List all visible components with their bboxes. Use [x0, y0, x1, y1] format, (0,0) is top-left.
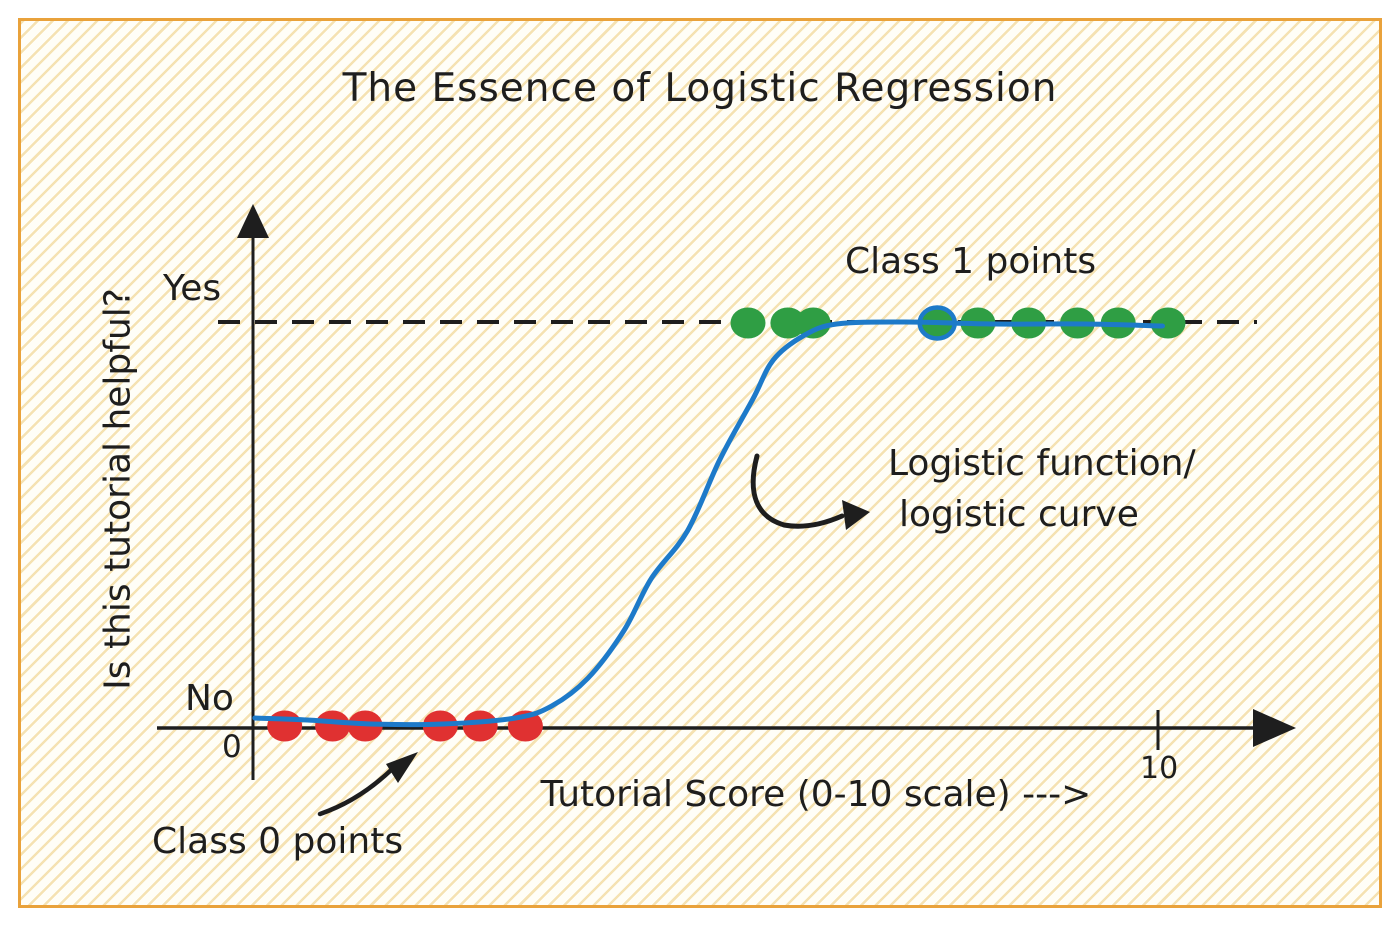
- class1-dot: [1150, 307, 1186, 339]
- ten-tick-label: 10: [1140, 751, 1179, 786]
- class0-arrowhead-icon: [386, 752, 418, 783]
- class1-dot: [730, 307, 766, 339]
- class1-points-label: Class 1 points: [845, 241, 1097, 282]
- x-axis-arrowhead-icon: [1253, 709, 1296, 747]
- yes-tick-label: Yes: [163, 268, 222, 309]
- class0-annotation-arrow: [317, 752, 418, 817]
- class1-dot: [795, 307, 831, 339]
- y-axis-label: Is this tutorial helpful?: [97, 288, 139, 690]
- x-axis-label: Tutorial Score (0-10 scale) --->: [540, 774, 1092, 815]
- diagram-frame: [18, 18, 1382, 908]
- logistic-curve: [252, 319, 1165, 728]
- class0-dot: [267, 710, 303, 742]
- class0-dot: [462, 710, 498, 742]
- curve-arrowhead-icon: [842, 500, 870, 530]
- no-tick-label: No: [185, 678, 234, 719]
- logistic-curve-layer: [252, 319, 1165, 728]
- curve-annotation-arrow: [750, 453, 870, 530]
- class0-points-label: Class 0 points: [152, 821, 404, 862]
- y-axis-arrowhead-icon: [237, 204, 269, 238]
- curve-annotation-line2: logistic curve: [899, 494, 1139, 535]
- curve-annotation-line1: Logistic function/: [888, 443, 1196, 484]
- class1-dot: [770, 307, 806, 339]
- plot-title: The Essence of Logistic Regression: [342, 66, 1058, 111]
- origin-tick-label: 0: [222, 729, 242, 765]
- class0-dot: [315, 710, 351, 742]
